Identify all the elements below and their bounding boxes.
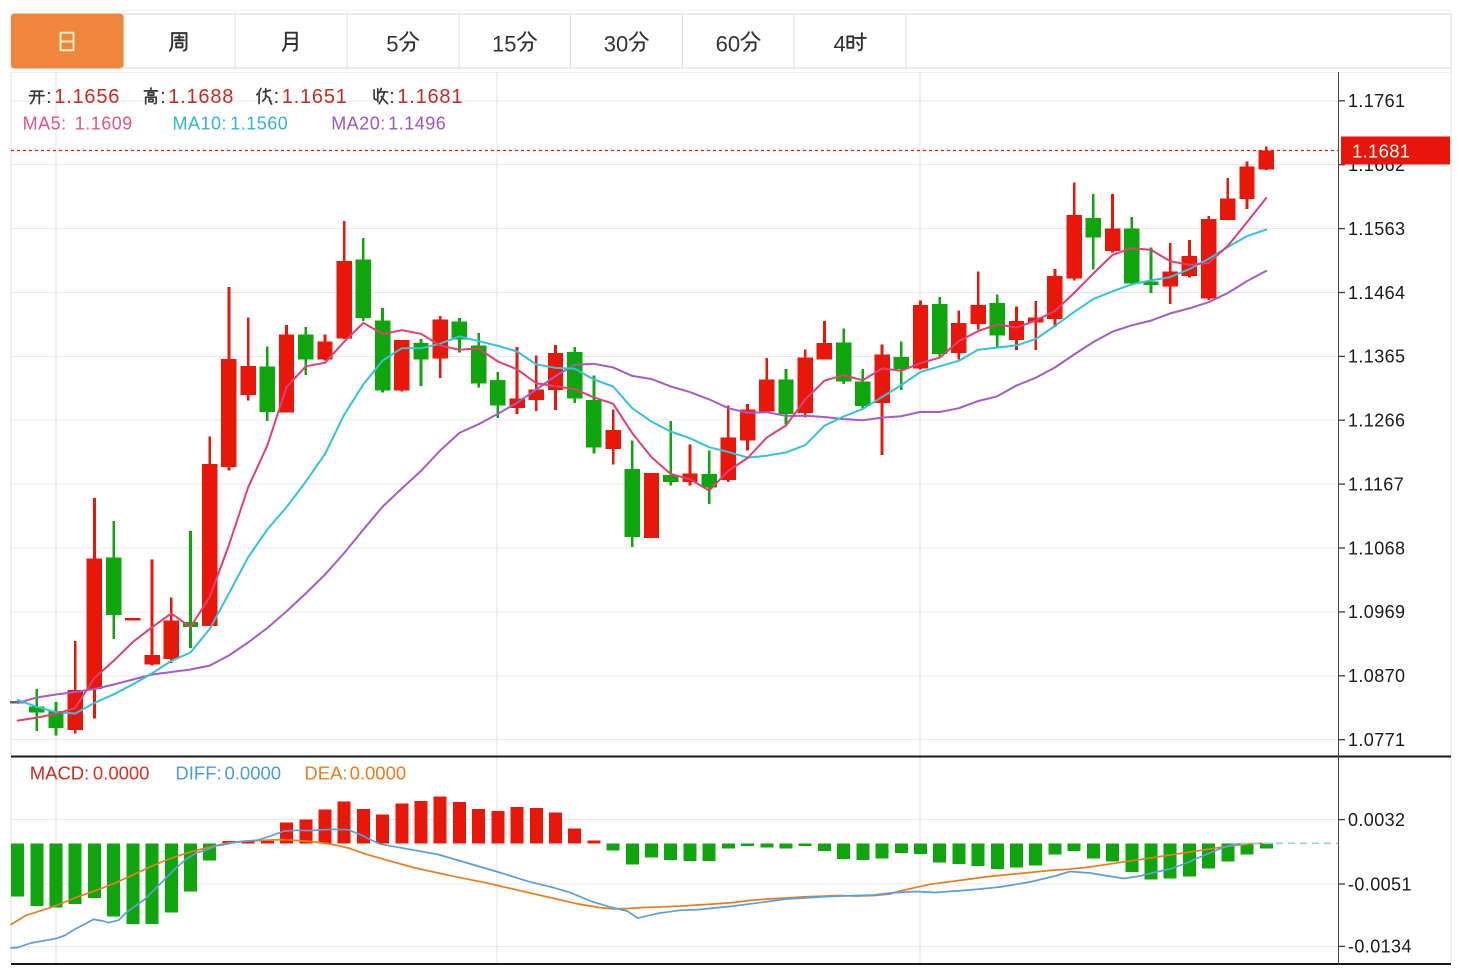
- svg-text:MA5:: MA5:: [23, 113, 67, 133]
- svg-text:1.1656: 1.1656: [54, 86, 120, 108]
- svg-text:1.1688: 1.1688: [168, 86, 234, 108]
- svg-text::: :: [389, 86, 395, 108]
- svg-text:1.1560: 1.1560: [230, 113, 288, 133]
- svg-text:1.1609: 1.1609: [75, 113, 133, 133]
- svg-text:1.1496: 1.1496: [388, 113, 446, 133]
- svg-text:0.0000: 0.0000: [93, 763, 150, 784]
- svg-text:1.1681: 1.1681: [397, 86, 463, 108]
- svg-text:30: 30: [604, 32, 628, 57]
- svg-text:-0.0051: -0.0051: [1348, 874, 1412, 894]
- svg-text:1.0771: 1.0771: [1348, 730, 1405, 750]
- svg-text:1.1651: 1.1651: [282, 86, 348, 108]
- svg-text:1.1365: 1.1365: [1348, 347, 1405, 367]
- svg-text:60: 60: [716, 32, 740, 57]
- svg-text:4: 4: [834, 32, 846, 57]
- svg-text:0.0000: 0.0000: [350, 763, 407, 784]
- svg-text:1.1681: 1.1681: [1352, 141, 1410, 162]
- svg-text:1.1068: 1.1068: [1348, 538, 1405, 558]
- svg-text:1.1167: 1.1167: [1348, 474, 1404, 494]
- svg-text:15: 15: [492, 32, 516, 57]
- svg-text:0.0000: 0.0000: [225, 763, 282, 784]
- svg-text:0.0032: 0.0032: [1348, 810, 1405, 830]
- svg-text:1.0969: 1.0969: [1348, 602, 1405, 622]
- svg-text:1.0870: 1.0870: [1348, 666, 1405, 686]
- svg-text:MA10:: MA10:: [173, 113, 228, 133]
- svg-text:1.1761: 1.1761: [1348, 91, 1405, 111]
- svg-text::: :: [274, 86, 280, 108]
- svg-text::: :: [160, 86, 166, 108]
- svg-text:DEA:: DEA:: [304, 763, 347, 784]
- svg-text:5: 5: [386, 32, 398, 57]
- svg-text:1.1563: 1.1563: [1348, 219, 1405, 239]
- svg-text:-0.0134: -0.0134: [1348, 937, 1412, 957]
- svg-text:1.1266: 1.1266: [1348, 411, 1405, 431]
- svg-text:DIFF:: DIFF:: [175, 763, 221, 784]
- svg-text:1.1464: 1.1464: [1348, 283, 1405, 303]
- svg-text::: :: [46, 86, 52, 108]
- svg-text:MA20:: MA20:: [331, 113, 386, 133]
- svg-text:MACD:: MACD:: [30, 763, 90, 784]
